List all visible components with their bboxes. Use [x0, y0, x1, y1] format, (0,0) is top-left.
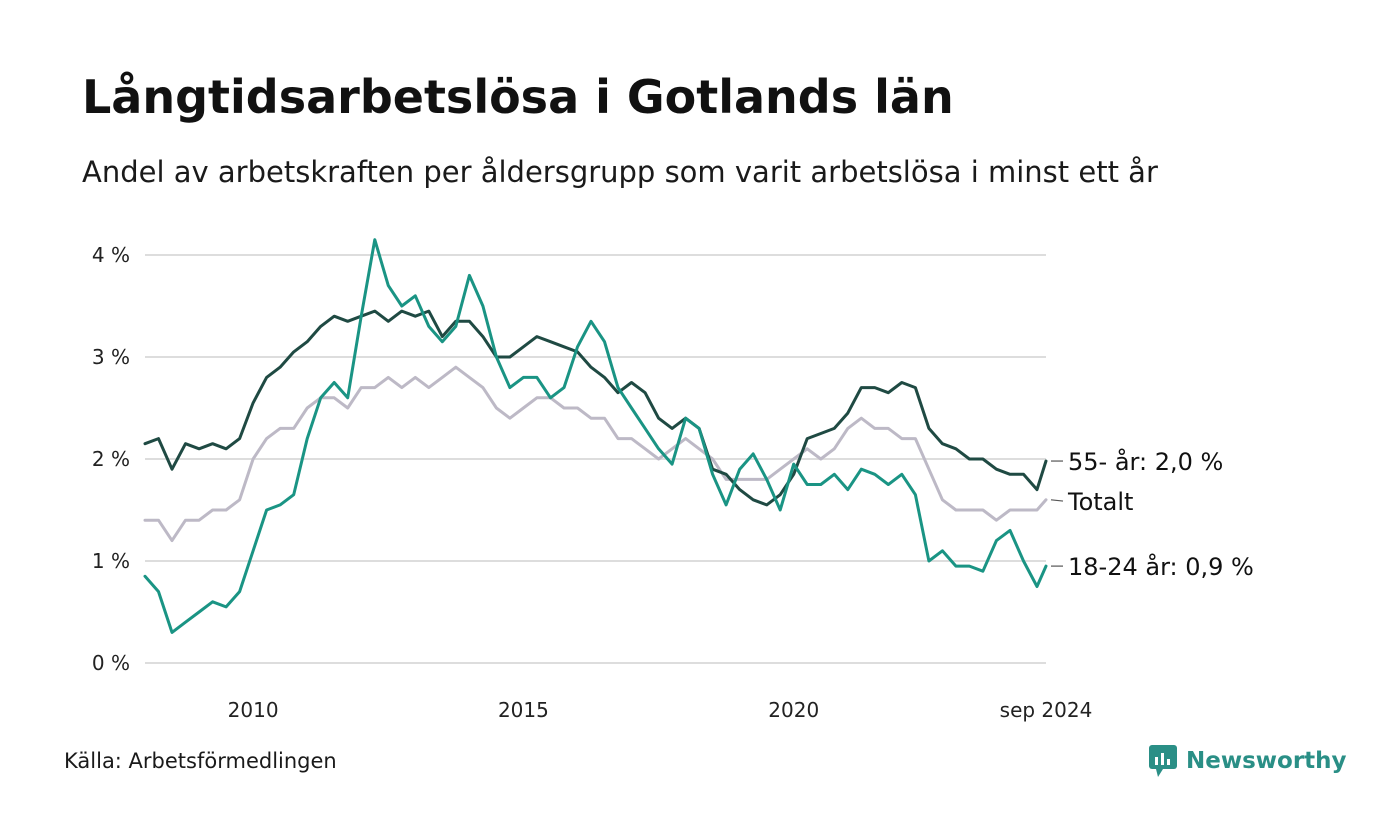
line-chart: 0 % 1 % 2 % 3 % 4 % 2010 2015 2020 sep 2024 55-… — [92, 238, 1254, 722]
brand-name: Newsworthy — [1186, 748, 1347, 774]
x-tick-label: sep 2024 — [1000, 698, 1093, 722]
newsworthy-logo-icon — [1149, 745, 1177, 777]
series-line-18-24-r — [143, 238, 1048, 634]
source-note: Källa: Arbetsförmedlingen — [64, 749, 337, 773]
x-axis-ticks: 2010 2015 2020 sep 2024 — [228, 698, 1093, 722]
end-label: 55- år: 2,0 % — [1068, 447, 1223, 476]
y-tick-label: 0 % — [92, 651, 130, 675]
chart-subtitle: Andel av arbetskraften per åldersgrupp s… — [82, 155, 1158, 189]
x-tick-label: 2020 — [768, 698, 819, 722]
end-labels: 55- år: 2,0 % Totalt 18-24 år: 0,9 % — [1050, 447, 1254, 581]
brand-logo: Newsworthy — [1148, 744, 1347, 778]
y-tick-label: 3 % — [92, 345, 130, 369]
chart-title: Långtidsarbetslösa i Gotlands län — [82, 70, 954, 124]
series-line-totalt — [143, 365, 1048, 543]
end-label: 18-24 år: 0,9 % — [1068, 552, 1254, 581]
grid-lines — [145, 254, 1046, 664]
x-tick-label: 2015 — [498, 698, 549, 722]
end-label: Totalt — [1067, 488, 1133, 516]
y-tick-label: 4 % — [92, 243, 130, 267]
end-label-leader — [1050, 499, 1064, 502]
series-line-55-r — [143, 309, 1048, 507]
y-tick-label: 2 % — [92, 447, 130, 471]
y-tick-label: 1 % — [92, 549, 130, 573]
series-lines — [143, 238, 1048, 634]
y-axis-ticks: 0 % 1 % 2 % 3 % 4 % — [92, 243, 130, 675]
x-tick-label: 2010 — [228, 698, 279, 722]
